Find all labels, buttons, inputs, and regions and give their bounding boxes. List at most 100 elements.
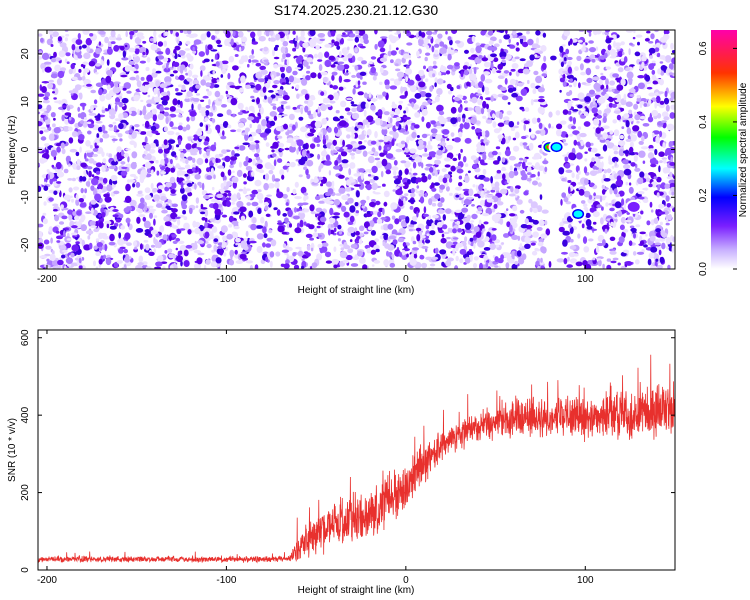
spectrogram-cell	[385, 84, 390, 90]
spectrogram-cell	[352, 143, 360, 148]
spectrogram-cell	[515, 47, 520, 52]
spectrogram-cell	[503, 34, 511, 40]
spectrogram-cell	[79, 202, 87, 208]
spectrogram-cell	[492, 121, 497, 128]
spectrogram-cell	[485, 141, 489, 146]
spectrogram-cell	[163, 111, 169, 117]
spectrogram-cell	[169, 158, 173, 165]
spectrogram-cell	[623, 56, 628, 63]
spectrogram-cell	[602, 144, 608, 152]
spectrogram-cell	[538, 122, 543, 129]
spectrogram-cell	[366, 115, 374, 123]
spectrogram-cell	[187, 229, 192, 235]
spectrogram-cell	[132, 53, 137, 58]
spectrogram-cell	[469, 254, 473, 262]
spectrogram-cell	[123, 82, 131, 90]
spectrogram-cell	[405, 65, 410, 70]
spectrogram-cell	[597, 109, 602, 115]
spectrogram-cell	[144, 194, 152, 200]
spectrogram-cell	[410, 221, 417, 225]
spectrogram-cell	[465, 230, 472, 234]
spectrogram-cell	[66, 263, 72, 267]
spectrogram-cell	[482, 153, 487, 161]
spectrogram-cell	[86, 45, 91, 53]
spectrogram-cell	[269, 30, 274, 36]
spectrogram-cell	[494, 265, 499, 268]
spectrogram-cell	[175, 237, 181, 242]
spectrogram-cell	[255, 62, 262, 67]
spectrogram-cell	[532, 231, 539, 238]
spectrogram-cell	[629, 88, 636, 94]
spectrogram-cell	[449, 39, 453, 46]
spectrogram-cell	[226, 109, 232, 116]
spectrogram-cell	[384, 243, 390, 249]
spectrogram-cell	[421, 162, 424, 169]
spectrogram-cell	[245, 230, 249, 237]
spectrogram-cell	[630, 134, 637, 142]
spectrogram-cell	[429, 85, 433, 92]
spectrogram-cell	[466, 214, 471, 220]
spectrogram-cell	[613, 40, 616, 48]
spectrogram-cell	[486, 103, 489, 110]
spectrogram-cell	[340, 151, 348, 157]
spectrogram-cell	[187, 156, 193, 161]
spectrogram-cell	[470, 116, 477, 125]
spectrogram-cell	[265, 31, 270, 37]
spectrogram-cell	[600, 72, 604, 76]
spectrogram-cell	[363, 221, 370, 229]
spectrogram-cell	[363, 130, 367, 135]
spectrogram-cell	[102, 158, 107, 164]
spectrogram-cell	[85, 37, 93, 46]
spectrogram-cell	[158, 148, 163, 154]
spectrogram-cell	[320, 71, 328, 76]
spectrogram-cell	[56, 171, 65, 178]
spectrogram-cell	[379, 152, 385, 157]
spectrogram-cell	[653, 176, 658, 180]
spectrogram-cell	[203, 264, 207, 269]
spectrogram-cell	[527, 38, 534, 46]
spectrogram-cell	[122, 87, 127, 91]
spectrogram-cell	[44, 66, 52, 73]
spectrogram-cell	[548, 261, 552, 268]
spectrogram-cell	[143, 81, 150, 85]
spectrogram-cell	[422, 153, 429, 157]
spectrogram-cell	[401, 254, 408, 260]
spectrogram-cell	[170, 30, 173, 35]
spectrogram-cell	[251, 99, 255, 102]
spectrogram-cell	[564, 163, 571, 169]
spectrogram-cell	[415, 178, 419, 185]
spectrogram-cell	[416, 50, 420, 58]
spectrogram-cell	[585, 141, 591, 148]
spectrogram-cell	[586, 225, 593, 230]
spectrogram-cell	[94, 63, 101, 67]
spectrogram-cell	[338, 187, 346, 194]
spectrogram-cell	[284, 147, 290, 151]
spectrogram-cell	[510, 186, 514, 193]
spectrogram-cell	[620, 265, 626, 269]
spectrogram-cell	[480, 74, 486, 82]
spectrogram-cell	[93, 99, 98, 105]
spectrogram-cell	[347, 197, 354, 204]
spectrogram-cell	[434, 30, 438, 33]
spectrogram-cell	[53, 208, 58, 212]
spectrogram-cell	[333, 227, 337, 232]
spectrogram-cell	[191, 74, 199, 79]
spectrogram-cell	[221, 68, 227, 74]
spectrogram-cell	[538, 238, 545, 243]
spectrogram-cell	[451, 210, 454, 215]
spectrogram-cell	[79, 146, 82, 153]
spectrogram-cell	[187, 191, 193, 197]
spectrogram-cell	[418, 30, 422, 37]
spectrogram-cell	[400, 220, 408, 228]
spectrogram-cell	[40, 114, 45, 118]
spectrogram-cell	[650, 265, 657, 269]
spectrogram-cell	[524, 218, 529, 225]
spectrogram-cell	[535, 130, 541, 135]
spectrogram-cell	[125, 148, 131, 151]
spectrogram-cell	[244, 129, 249, 136]
spectrogram-cell	[412, 247, 419, 251]
spectrogram-cell	[104, 196, 112, 203]
spectrogram-cell	[403, 110, 406, 114]
spectrogram-cell	[154, 266, 162, 269]
spectrogram-cell	[71, 44, 76, 51]
